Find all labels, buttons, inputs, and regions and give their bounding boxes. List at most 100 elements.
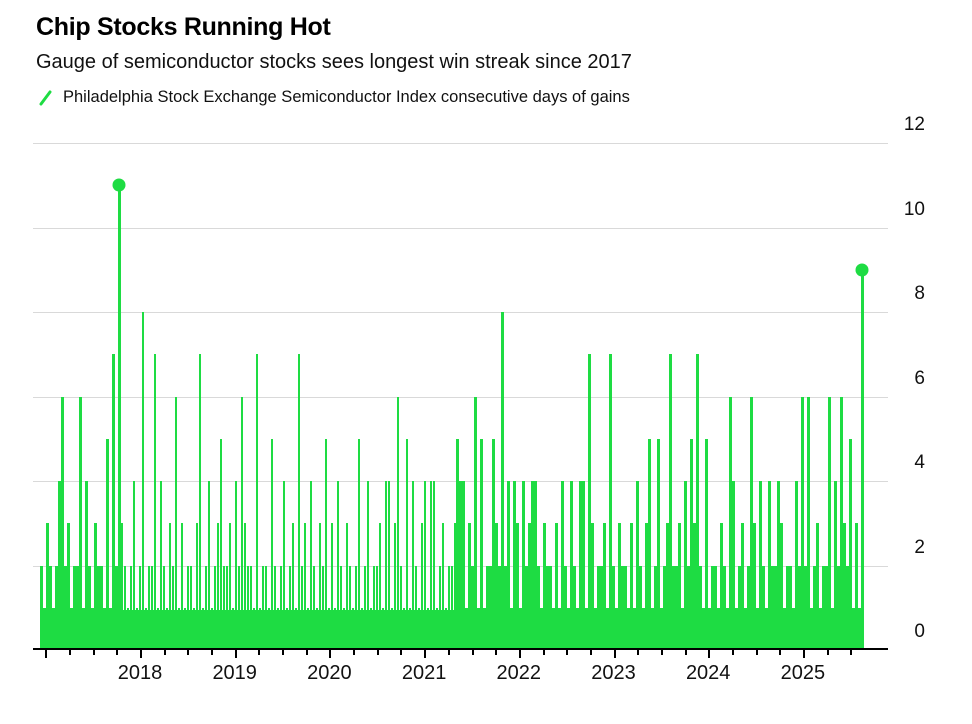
bar xyxy=(57,481,61,650)
bar xyxy=(735,607,738,650)
bar xyxy=(249,565,253,650)
gridline xyxy=(33,227,888,229)
bar xyxy=(165,607,169,650)
bar xyxy=(612,565,615,650)
bar xyxy=(639,565,642,650)
x-tick-major xyxy=(518,650,521,658)
bar xyxy=(102,607,106,650)
x-tick-major xyxy=(329,650,332,658)
bar xyxy=(588,354,591,650)
x-axis-line xyxy=(33,648,888,650)
x-tick-minor xyxy=(542,650,545,655)
bar xyxy=(537,565,540,650)
bar xyxy=(582,481,585,650)
x-tick-minor xyxy=(258,650,261,655)
bar xyxy=(774,565,777,650)
bar xyxy=(366,481,370,650)
bar xyxy=(675,565,678,650)
y-axis-label: 8 xyxy=(914,283,925,304)
bar xyxy=(267,607,271,650)
gridline xyxy=(33,312,888,313)
x-tick-minor xyxy=(850,650,853,655)
bar xyxy=(591,523,594,650)
bar xyxy=(510,607,514,650)
x-tick-major xyxy=(613,650,616,658)
bar xyxy=(855,523,858,650)
x-tick-minor xyxy=(495,650,498,655)
bar xyxy=(66,523,70,650)
bar xyxy=(630,523,633,650)
bar xyxy=(246,565,250,650)
bar xyxy=(312,565,316,650)
bar xyxy=(105,438,109,650)
bar xyxy=(342,607,346,650)
bar xyxy=(429,481,433,650)
bar xyxy=(597,565,600,650)
x-tick-major xyxy=(802,650,805,658)
bar xyxy=(576,607,579,650)
bar xyxy=(333,607,337,650)
x-tick-minor xyxy=(376,650,379,655)
bar xyxy=(729,396,732,650)
bar xyxy=(258,607,262,650)
bar xyxy=(708,607,711,650)
bar xyxy=(43,607,46,650)
bar xyxy=(198,354,202,650)
bar xyxy=(228,523,232,650)
bar xyxy=(99,565,103,650)
x-tick-major xyxy=(234,650,237,658)
bar xyxy=(789,565,792,650)
bar xyxy=(633,607,636,650)
bar xyxy=(498,565,502,650)
bar xyxy=(714,565,717,650)
bar xyxy=(354,565,358,650)
bar xyxy=(135,607,139,650)
bar xyxy=(384,481,388,650)
bar xyxy=(609,354,612,650)
bar xyxy=(213,565,217,650)
bar xyxy=(147,565,151,650)
bar xyxy=(297,354,301,650)
streak-marker-dot xyxy=(112,178,126,192)
bar xyxy=(435,607,439,650)
bar xyxy=(543,523,546,650)
bar xyxy=(621,565,624,650)
bar xyxy=(330,523,334,650)
bar xyxy=(420,523,424,650)
bar xyxy=(480,438,484,650)
bar xyxy=(417,607,421,650)
bar xyxy=(69,607,73,650)
bar xyxy=(732,481,735,650)
bar xyxy=(423,481,427,650)
bar xyxy=(558,607,561,650)
bar xyxy=(624,565,627,650)
bar xyxy=(108,607,112,650)
x-tick-minor xyxy=(69,650,71,655)
bar xyxy=(156,607,160,650)
bar xyxy=(489,565,493,650)
bar xyxy=(792,607,795,650)
bar xyxy=(585,607,588,650)
x-axis-label: 2020 xyxy=(307,662,352,684)
bar xyxy=(408,607,412,650)
bar xyxy=(51,607,55,650)
x-axis-label: 2022 xyxy=(496,662,542,684)
bar xyxy=(549,565,552,650)
bar xyxy=(240,396,244,650)
x-tick-minor xyxy=(211,650,213,655)
bar xyxy=(174,396,178,650)
bar xyxy=(129,565,133,650)
bar xyxy=(411,481,415,650)
bar xyxy=(810,607,813,650)
bar xyxy=(717,607,720,650)
bar xyxy=(726,607,729,650)
bar xyxy=(396,396,400,650)
bar xyxy=(372,565,376,650)
bar xyxy=(462,481,466,650)
bar xyxy=(375,565,379,650)
bar xyxy=(138,565,142,650)
legend: Philadelphia Stock Exchange Semiconducto… xyxy=(38,88,630,107)
x-axis-label: 2019 xyxy=(212,662,257,684)
chart-subtitle: Gauge of semiconductor stocks sees longe… xyxy=(36,51,632,73)
x-tick-minor xyxy=(731,650,734,655)
